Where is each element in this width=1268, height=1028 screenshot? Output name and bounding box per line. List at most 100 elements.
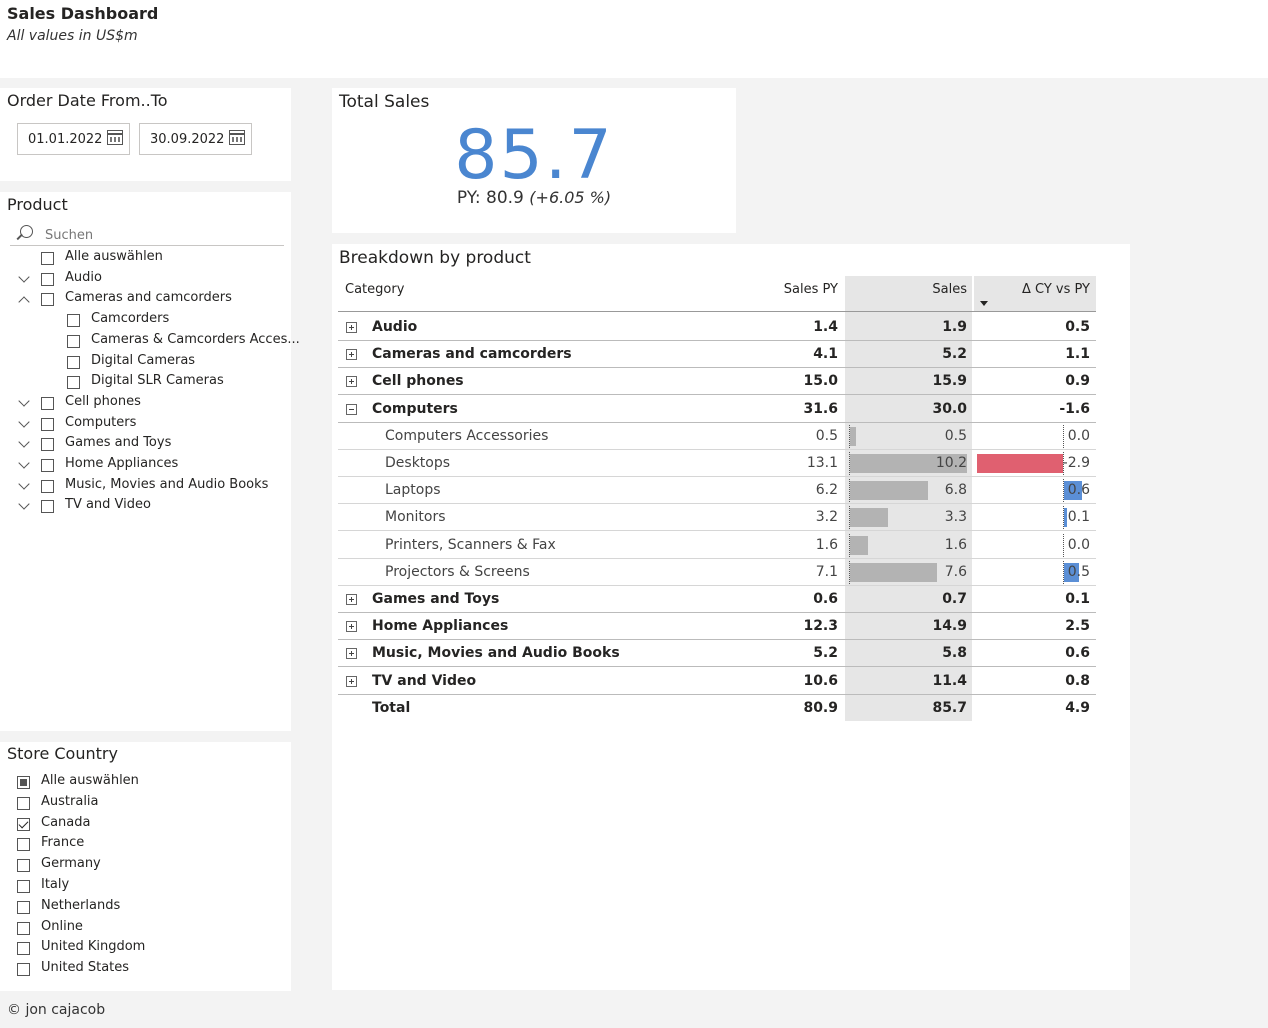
checkbox[interactable] — [41, 396, 54, 410]
chevron-down-icon[interactable] — [18, 395, 30, 407]
column-header-delta[interactable]: Δ CY vs PY — [1021, 282, 1090, 297]
product-item[interactable]: Computers — [0, 415, 290, 435]
chevron-down-icon[interactable] — [18, 415, 30, 428]
country-item[interactable]: Germany — [0, 856, 290, 876]
date-to-input[interactable]: 30.09.2022 — [139, 123, 252, 155]
calendar-icon[interactable] — [229, 130, 245, 145]
calendar-icon[interactable] — [107, 130, 123, 145]
row-label: Cell phones — [372, 373, 464, 390]
country-item[interactable]: Canada — [0, 815, 290, 835]
column-header-category[interactable]: Category — [345, 282, 405, 297]
expand-icon[interactable] — [346, 376, 357, 388]
checkbox[interactable] — [17, 963, 30, 977]
row-divider — [338, 503, 1096, 505]
cell-sales: 3.3 — [944, 509, 967, 526]
checkbox[interactable] — [41, 438, 54, 452]
sales-bar — [850, 535, 869, 555]
product-item[interactable]: Cameras and camcorders — [0, 290, 290, 310]
checkbox[interactable] — [17, 817, 30, 831]
table-row[interactable]: Music, Movies and Audio Books 5.2 5.8 0.6 — [338, 640, 1096, 668]
table-row[interactable]: Home Appliances 12.3 14.9 2.5 — [338, 613, 1096, 641]
date-from-input[interactable]: 01.01.2022 — [17, 123, 130, 155]
product-item-label: Home Appliances — [65, 456, 179, 471]
country-item[interactable]: France — [0, 835, 290, 855]
country-item[interactable]: Italy — [0, 877, 290, 897]
checkbox[interactable] — [67, 334, 80, 348]
checkbox[interactable] — [17, 838, 30, 852]
table-row[interactable]: TV and Video 10.6 11.4 0.8 — [338, 668, 1096, 695]
chevron-down-icon[interactable] — [18, 478, 30, 490]
product-item-label: Camcorders — [91, 311, 170, 327]
table-row[interactable]: Cameras and camcorders 4.1 5.2 1.1 — [338, 341, 1096, 369]
product-item[interactable]: TV and Video — [0, 497, 290, 517]
checkbox[interactable] — [41, 252, 54, 265]
checkbox[interactable] — [67, 314, 80, 328]
product-item[interactable]: Camcorders — [0, 311, 290, 331]
expand-icon[interactable] — [346, 594, 357, 605]
checkbox[interactable] — [17, 880, 30, 893]
row-label: Projectors & Screens — [385, 563, 530, 580]
checkbox[interactable] — [41, 293, 54, 307]
product-item[interactable]: Music, Movies and Audio Books — [0, 477, 290, 497]
chevron-down-icon[interactable] — [18, 271, 30, 283]
chevron-down-icon[interactable] — [18, 436, 30, 448]
column-header-sales-py[interactable]: Sales PY — [783, 282, 838, 297]
product-item[interactable]: Home Appliances — [0, 456, 290, 476]
country-item[interactable]: United States — [0, 960, 290, 980]
country-item[interactable]: Australia — [0, 794, 290, 814]
sort-descending-icon[interactable] — [980, 301, 988, 306]
country-item[interactable]: Online — [0, 919, 290, 939]
checkbox[interactable] — [67, 376, 80, 390]
product-item[interactable]: Cameras & Camcorders Acces... — [0, 332, 300, 352]
checkbox[interactable] — [17, 921, 30, 935]
collapse-icon[interactable] — [346, 403, 357, 415]
country-item[interactable]: Alle auswählen — [0, 773, 290, 793]
cell-sales-py: 0.5 — [815, 427, 838, 444]
table-row: Laptops 6.2 6.8 0.6 — [338, 477, 1096, 505]
checkbox[interactable] — [67, 355, 80, 369]
checkbox[interactable] — [41, 459, 54, 472]
product-item[interactable]: Digital Cameras — [0, 353, 290, 373]
product-item-label: Alle auswählen — [65, 249, 163, 264]
checkbox[interactable] — [41, 479, 54, 493]
checkbox[interactable] — [41, 417, 54, 431]
checkbox[interactable] — [41, 500, 54, 514]
cell-sales: 85.7 — [932, 699, 967, 716]
checkbox[interactable] — [17, 796, 30, 810]
expand-icon[interactable] — [346, 621, 357, 633]
country-item[interactable]: Netherlands — [0, 898, 290, 918]
table-row[interactable]: Audio 1.4 1.9 0.5 — [338, 314, 1096, 341]
row-label: Computers — [372, 400, 458, 417]
product-item[interactable]: Digital SLR Cameras — [0, 373, 290, 393]
product-item[interactable]: Cell phones — [0, 394, 290, 414]
expand-icon[interactable] — [346, 675, 357, 687]
table-row[interactable]: Cell phones 15.0 15.9 0.9 — [338, 368, 1096, 396]
country-item-label: Alle auswählen — [41, 773, 139, 788]
column-header-sales[interactable]: Sales — [932, 282, 967, 297]
product-search-input[interactable]: Suchen — [10, 224, 284, 246]
product-item[interactable]: Games and Toys — [0, 435, 290, 455]
cell-delta: -1.6 — [1059, 400, 1090, 417]
product-item[interactable]: Audio — [0, 270, 290, 290]
search-placeholder: Suchen — [45, 228, 94, 243]
product-item-label: Cell phones — [65, 393, 141, 409]
chevron-down-icon[interactable] — [18, 457, 30, 469]
date-filter-panel: Order Date From..To 01.01.2022 30.09.202… — [0, 88, 291, 181]
country-item[interactable]: United Kingdom — [0, 939, 290, 959]
product-item[interactable]: Alle auswählen — [0, 249, 290, 269]
chevron-down-icon[interactable] — [18, 498, 30, 511]
expand-icon[interactable] — [346, 322, 357, 333]
table-row[interactable]: Games and Toys 0.6 0.7 0.1 — [338, 586, 1096, 613]
checkbox[interactable] — [17, 942, 30, 956]
checkbox[interactable] — [17, 776, 30, 789]
delta-bar-axis — [1063, 424, 1064, 448]
expand-icon[interactable] — [346, 648, 357, 660]
expand-icon[interactable] — [346, 349, 357, 361]
date-to-value: 30.09.2022 — [150, 132, 225, 147]
checkbox[interactable] — [41, 272, 54, 286]
chevron-up-icon[interactable] — [18, 296, 30, 309]
checkbox[interactable] — [17, 900, 30, 914]
row-label: Music, Movies and Audio Books — [372, 645, 620, 662]
table-row[interactable]: Computers 31.6 30.0 -1.6 — [338, 396, 1096, 423]
checkbox[interactable] — [17, 859, 30, 873]
